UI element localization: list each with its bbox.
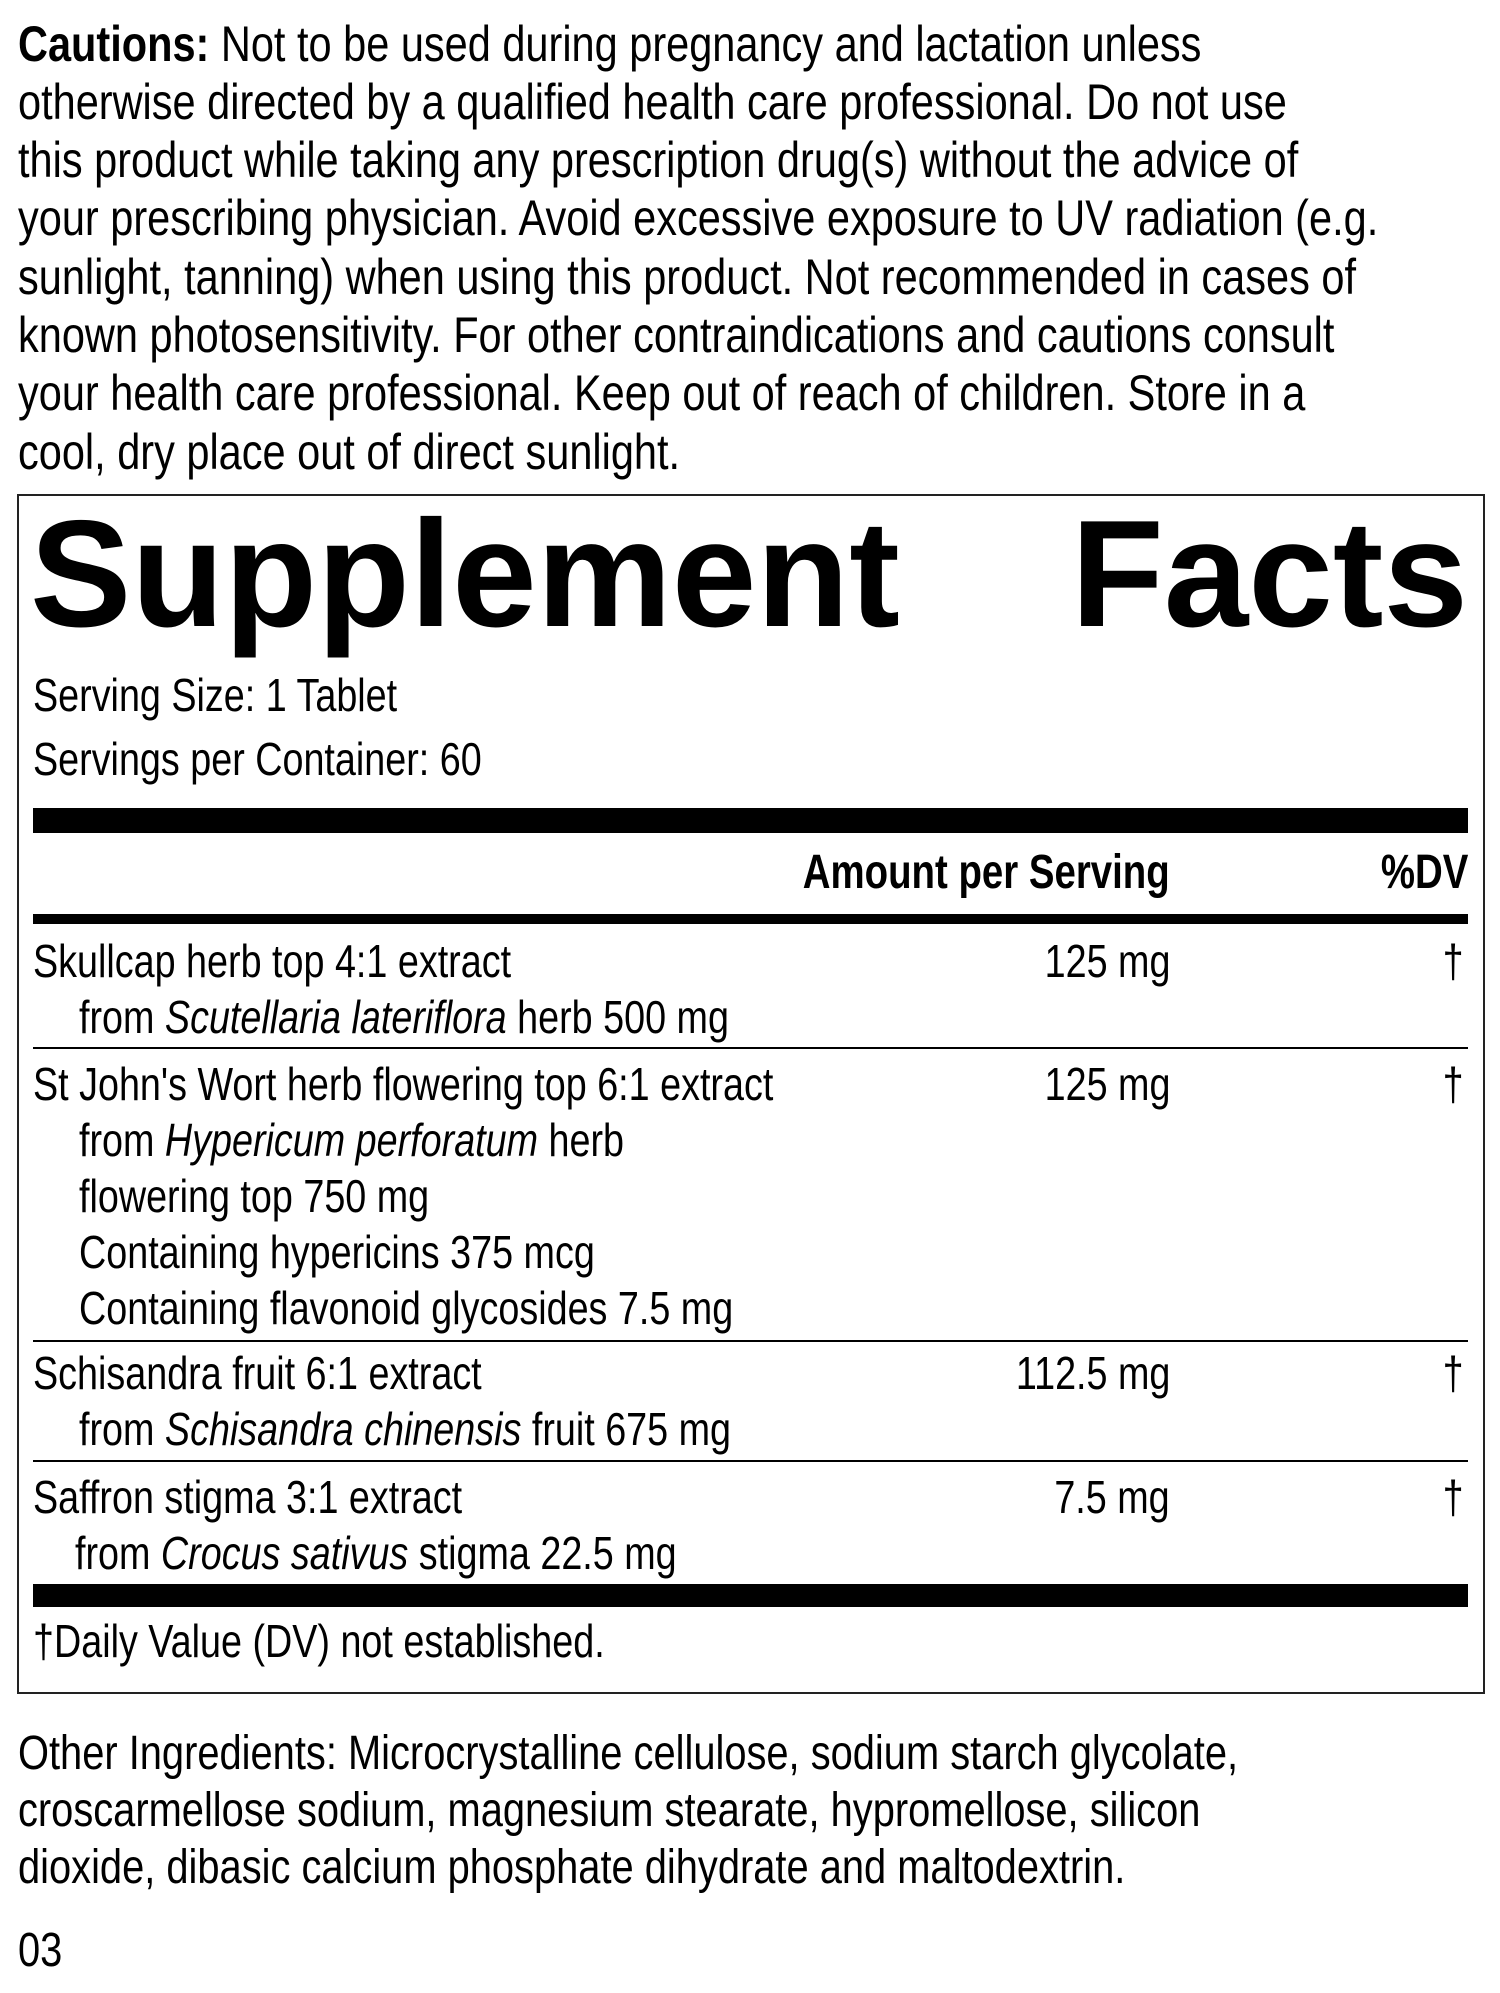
facts-title-word2: Facts [1070, 489, 1468, 659]
cautions-line: this product while taking any prescripti… [18, 132, 1299, 188]
ingredient-source: from Schisandra chinensis fruit 675 mg [79, 1401, 731, 1457]
ingredient-dv: † [1443, 1471, 1464, 1523]
column-header-dv: %DV [1380, 846, 1468, 899]
ingredient-source: from Hypericum perforatum herb [79, 1112, 624, 1168]
cautions-line: otherwise directed by a qualified health… [18, 74, 1287, 130]
cautions-text: Not to be used during pregnancy and lact… [209, 16, 1202, 72]
footnote: †Daily Value (DV) not established. [33, 1615, 605, 1667]
botanical-name: Crocus sativus [160, 1527, 409, 1579]
cautions-line: your health care professional. Keep out … [18, 365, 1306, 421]
cautions-line: sunlight, tanning) when using this produ… [18, 249, 1356, 305]
thin-divider [33, 1460, 1468, 1462]
ingredient-name: Saffron stigma 3:1 extract [33, 1471, 463, 1523]
source-text: from [79, 991, 165, 1043]
cautions-line: your prescribing physician. Avoid excess… [18, 190, 1379, 246]
botanical-name: Scutellaria lateriflora [164, 991, 507, 1043]
serving-size: Serving Size: 1 Tablet [33, 669, 398, 721]
ingredient-dv: † [1443, 935, 1464, 987]
source-text: from [75, 1527, 161, 1579]
ingredient-amount: 7.5 mg [1054, 1471, 1170, 1523]
ingredient-source: from Scutellaria lateriflora herb 500 mg [79, 989, 729, 1045]
botanical-name: Hypericum perforatum [164, 1114, 539, 1166]
ingredient-source: flowering top 750 mg [79, 1170, 430, 1222]
ingredient-dv: † [1443, 1058, 1464, 1110]
source-text: herb [538, 1114, 625, 1166]
cautions-line: Cautions: Not to be used during pregnanc… [18, 15, 1201, 73]
ingredient-dv: † [1443, 1347, 1464, 1399]
ingredient-name: Skullcap herb top 4:1 extract [33, 935, 512, 987]
facts-title-word1: Supplement [30, 489, 900, 659]
source-text: stigma 22.5 mg [408, 1527, 677, 1579]
ingredient-amount: 125 mg [1044, 1058, 1170, 1110]
product-code: 03 [18, 1924, 63, 1977]
cautions-label: Cautions: [18, 16, 210, 72]
source-text: herb 500 mg [506, 991, 729, 1043]
source-text: from [79, 1403, 165, 1455]
ingredient-name: St John's Wort herb flowering top 6:1 ex… [33, 1058, 774, 1110]
servings-per-container: Servings per Container: 60 [33, 733, 482, 785]
botanical-name: Schisandra chinensis [164, 1403, 522, 1455]
supplement-facts-panel [17, 494, 1485, 1694]
ingredient-constituent: Containing flavonoid glycosides 7.5 mg [79, 1282, 734, 1334]
thick-divider [33, 1584, 1468, 1607]
cautions-line: known photosensitivity. For other contra… [18, 307, 1335, 363]
source-text: from [79, 1114, 165, 1166]
other-ingredients-line: Other Ingredients: Microcrystalline cell… [18, 1727, 1239, 1780]
source-text: fruit 675 mg [521, 1403, 732, 1455]
thick-divider [33, 808, 1468, 833]
column-header-amount: Amount per Serving [803, 846, 1170, 899]
ingredient-amount: 125 mg [1044, 935, 1170, 987]
medium-divider [33, 914, 1468, 924]
thin-divider [33, 1340, 1468, 1342]
other-ingredients-line: croscarmellose sodium, magnesium stearat… [18, 1784, 1201, 1837]
ingredient-constituent: Containing hypericins 375 mcg [79, 1226, 595, 1278]
ingredient-name: Schisandra fruit 6:1 extract [33, 1347, 482, 1399]
other-ingredients-line: dioxide, dibasic calcium phosphate dihyd… [18, 1841, 1126, 1894]
thin-divider [33, 1047, 1468, 1049]
ingredient-amount: 112.5 mg [1015, 1347, 1170, 1399]
ingredient-source: from Crocus sativus stigma 22.5 mg [75, 1525, 677, 1581]
cautions-line: cool, dry place out of direct sunlight. [18, 424, 681, 480]
